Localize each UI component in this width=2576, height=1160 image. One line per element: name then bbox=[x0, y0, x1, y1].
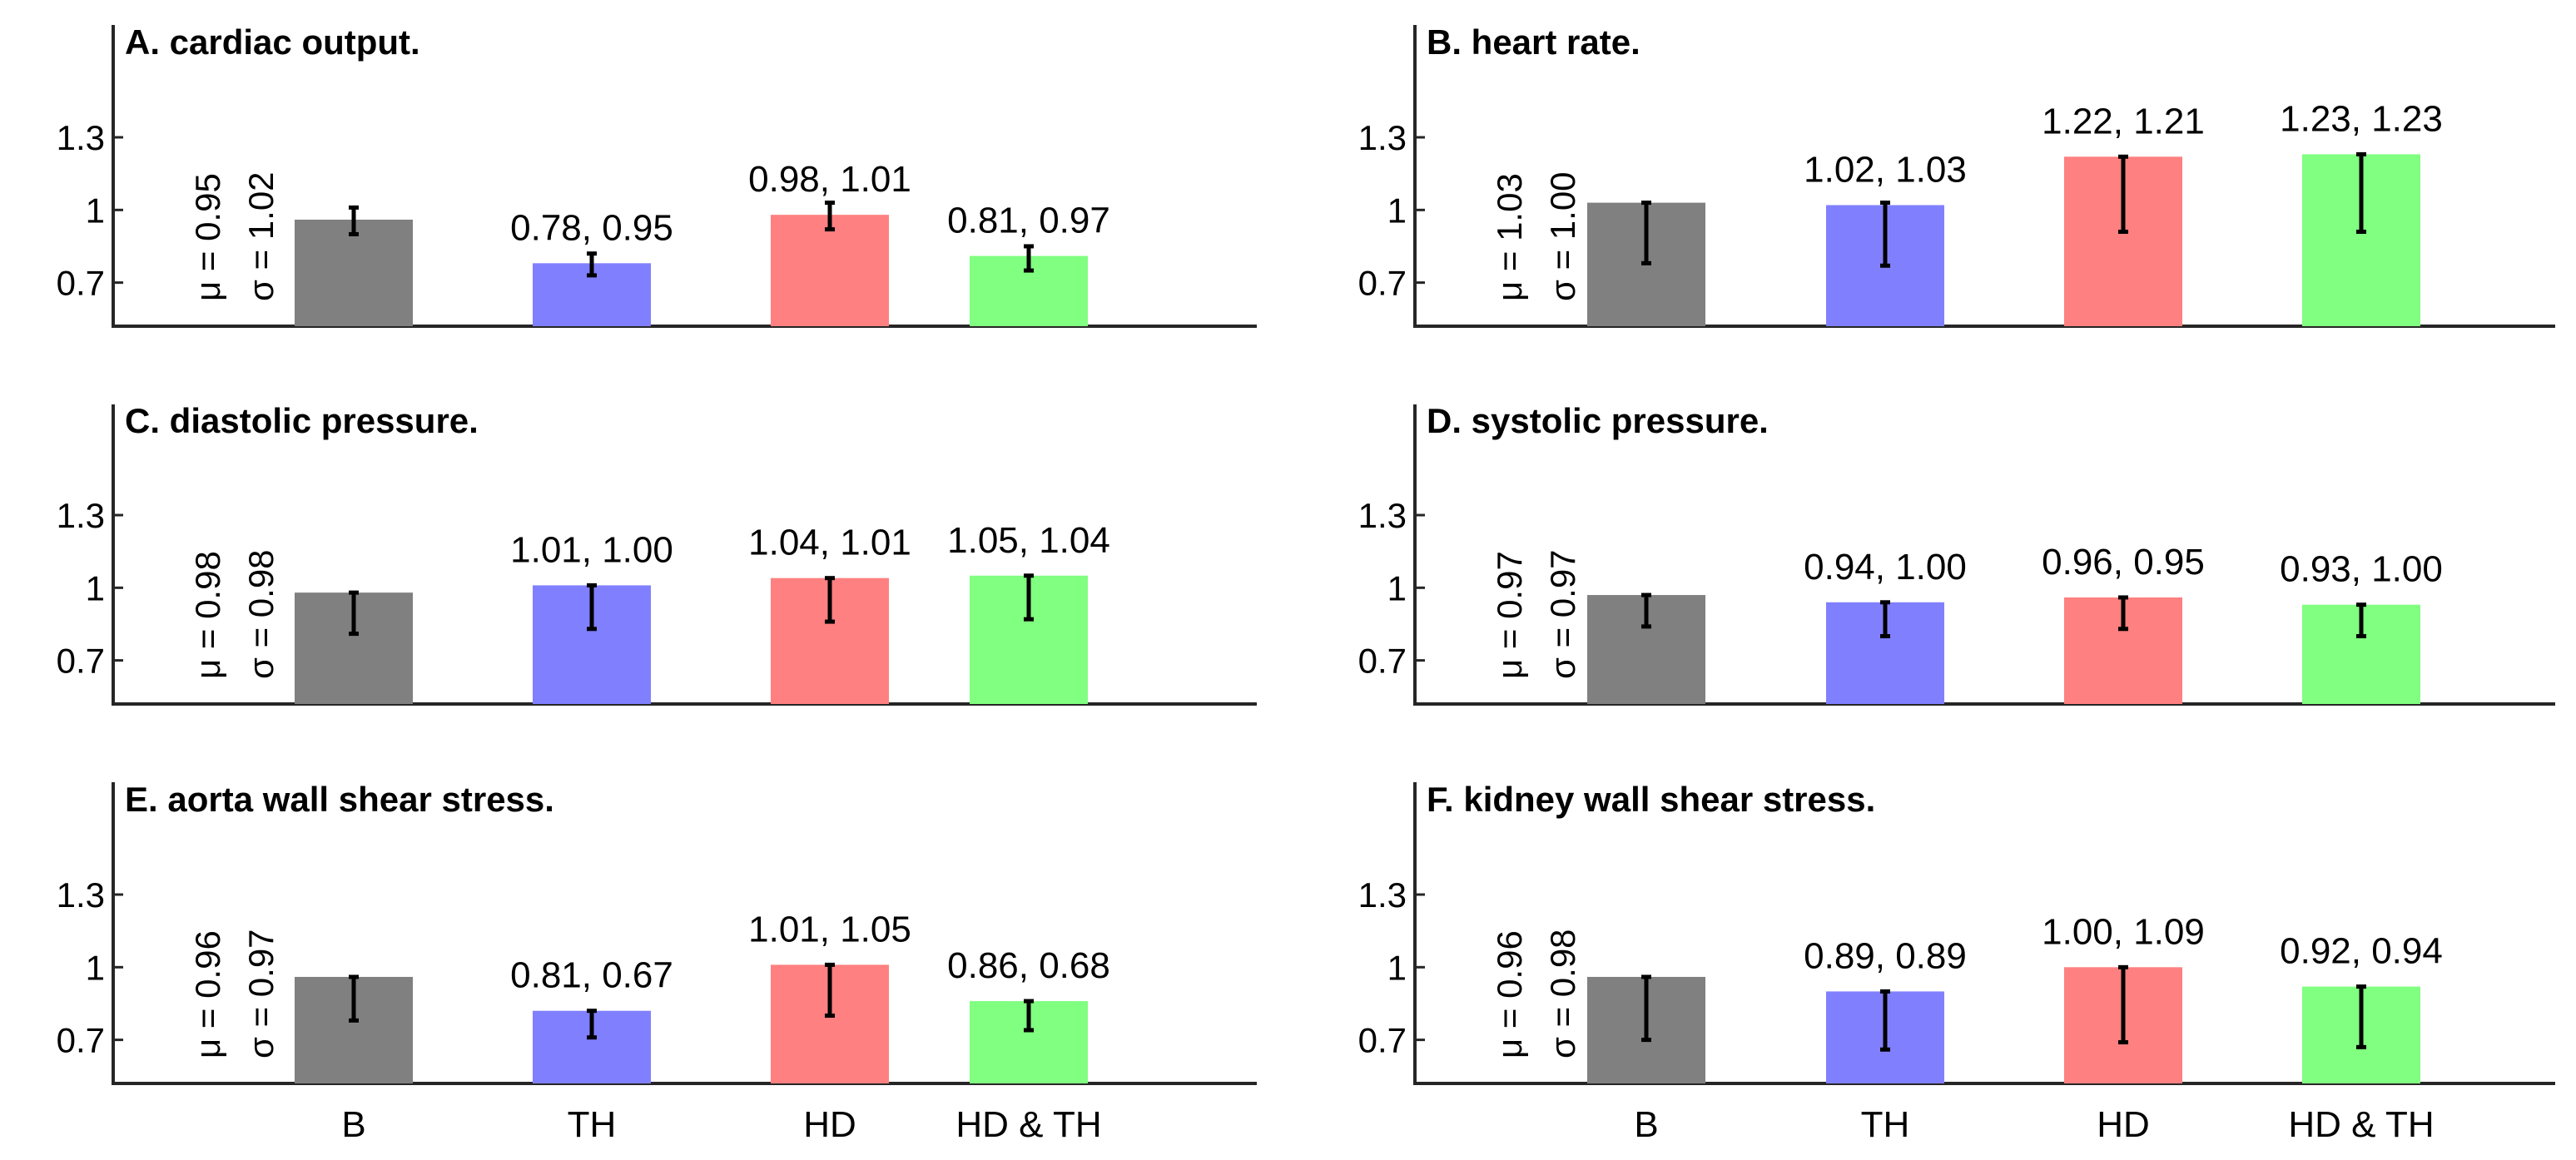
bar-value-label: 0.96, 0.95 bbox=[2042, 542, 2205, 582]
bar-value-label: 0.92, 0.94 bbox=[2280, 931, 2443, 972]
x-category-label: B bbox=[1634, 1104, 1658, 1145]
error-bar bbox=[2356, 602, 2366, 639]
y-tick-label: 0.7 bbox=[57, 264, 105, 303]
bar-value-label: 1.01, 1.05 bbox=[748, 909, 911, 949]
y-tick-label: 1 bbox=[1387, 568, 1407, 607]
baseline-sigma: σ = 0.98 bbox=[1543, 929, 1582, 1058]
panel-title: F. kidney wall shear stress. bbox=[1427, 780, 1875, 819]
bar-b bbox=[295, 219, 413, 326]
error-bar bbox=[587, 251, 597, 278]
baseline-mu: μ = 0.97 bbox=[1490, 551, 1529, 679]
y-tick-label: 1.3 bbox=[1358, 118, 1407, 157]
x-category-label: B bbox=[341, 1104, 365, 1145]
y-tick-label: 0.7 bbox=[1358, 1021, 1407, 1060]
panel-a: A. cardiac output. 0.7 1 1.3 0.78, 0.95 0.98,… bbox=[57, 22, 1257, 328]
bar-value-label: 1.04, 1.01 bbox=[748, 523, 911, 563]
bar-hd bbox=[771, 215, 889, 326]
error-bar bbox=[1880, 989, 1890, 1052]
error-bar bbox=[349, 205, 359, 236]
y-tick-label: 1.3 bbox=[57, 875, 105, 915]
bar-value-label: 0.93, 1.00 bbox=[2280, 549, 2443, 590]
bar-value-label: 0.94, 1.00 bbox=[1804, 547, 1967, 587]
error-bar bbox=[2356, 984, 2366, 1049]
panel-title: A. cardiac output. bbox=[125, 22, 420, 62]
bar-value-label: 0.78, 0.95 bbox=[510, 207, 673, 248]
baseline-mu: μ = 0.96 bbox=[188, 930, 227, 1058]
y-tick-label: 0.7 bbox=[1358, 642, 1407, 681]
panel-title: D. systolic pressure. bbox=[1427, 401, 1769, 440]
error-bar bbox=[349, 590, 359, 637]
error-bar bbox=[825, 576, 835, 624]
bar-value-label: 1.02, 1.03 bbox=[1804, 150, 1967, 191]
bar-value-label: 1.23, 1.23 bbox=[2280, 98, 2443, 139]
error-bar bbox=[825, 962, 835, 1019]
x-category-label: TH bbox=[1861, 1104, 1910, 1145]
y-tick-label: 1 bbox=[86, 948, 105, 987]
error-bar bbox=[2118, 964, 2128, 1045]
panel-b: B. heart rate. 0.7 1 1.3 1.02, 1.03 1.22, 1.2… bbox=[1358, 22, 2555, 328]
baseline-mu: μ = 1.03 bbox=[1490, 173, 1529, 301]
y-tick-label: 1.3 bbox=[1358, 875, 1407, 915]
y-tick-label: 1.3 bbox=[57, 496, 105, 535]
baseline-sigma: σ = 0.97 bbox=[1543, 549, 1582, 679]
x-category-label: TH bbox=[568, 1104, 617, 1145]
bar-value-label: 1.05, 1.04 bbox=[947, 520, 1110, 561]
baseline-sigma: σ = 0.98 bbox=[241, 549, 280, 679]
error-bar bbox=[349, 974, 359, 1023]
y-tick-label: 1 bbox=[86, 191, 105, 230]
y-tick-label: 1.3 bbox=[1358, 496, 1407, 535]
baseline-mu: μ = 0.95 bbox=[188, 173, 227, 301]
bar-value-label: 0.86, 0.68 bbox=[947, 945, 1110, 986]
error-bar bbox=[2118, 154, 2128, 235]
y-tick-label: 1 bbox=[1387, 948, 1407, 987]
panel-title: C. diastolic pressure. bbox=[125, 401, 479, 440]
x-category-label: HD & TH bbox=[955, 1104, 1101, 1145]
error-bar bbox=[1024, 999, 1034, 1033]
bar-value-label: 1.22, 1.21 bbox=[2042, 101, 2205, 141]
error-bar bbox=[1641, 974, 1651, 1043]
y-tick-label: 0.7 bbox=[1358, 264, 1407, 303]
error-bar bbox=[1024, 244, 1034, 273]
error-bar bbox=[1880, 201, 1890, 268]
error-bar bbox=[2356, 151, 2366, 235]
y-tick-label: 1 bbox=[1387, 191, 1407, 230]
error-bar bbox=[587, 1009, 597, 1040]
panel-c: C. diastolic pressure. 0.7 1 1.3 1.01, 1.00 1… bbox=[57, 401, 1257, 706]
panel-e: E. aorta wall shear stress. 0.7 1 1.3 0.81, … bbox=[57, 780, 1257, 1145]
bar-value-label: 1.01, 1.00 bbox=[510, 529, 673, 570]
baseline-mu: μ = 0.96 bbox=[1490, 930, 1529, 1058]
bar-value-label: 0.89, 0.89 bbox=[1804, 935, 1967, 976]
error-bar bbox=[1880, 600, 1890, 639]
x-category-label: HD bbox=[2097, 1104, 2150, 1145]
bar-value-label: 0.81, 0.67 bbox=[510, 955, 673, 996]
bar-value-label: 0.98, 1.01 bbox=[748, 159, 911, 200]
error-bar bbox=[825, 201, 835, 232]
baseline-sigma: σ = 1.02 bbox=[241, 171, 280, 301]
baseline-sigma: σ = 1.00 bbox=[1543, 171, 1582, 301]
panel-f: F. kidney wall shear stress. 0.7 1 1.3 0.89,… bbox=[1358, 780, 2555, 1145]
error-bar bbox=[1641, 201, 1651, 265]
panel-title: B. heart rate. bbox=[1427, 22, 1640, 62]
panel-d: D. systolic pressure. 0.7 1 1.3 0.94, 1.00 0.… bbox=[1358, 401, 2555, 706]
error-bar bbox=[1024, 573, 1034, 622]
bar-value-label: 0.81, 0.97 bbox=[947, 201, 1110, 241]
error-bar bbox=[1641, 592, 1651, 629]
y-tick-label: 1.3 bbox=[57, 118, 105, 157]
error-bar bbox=[587, 582, 597, 632]
baseline-sigma: σ = 0.97 bbox=[241, 929, 280, 1058]
bar-value-label: 1.00, 1.09 bbox=[2042, 911, 2205, 952]
error-bar bbox=[2118, 595, 2128, 632]
baseline-mu: μ = 0.98 bbox=[188, 551, 227, 679]
y-tick-label: 0.7 bbox=[57, 1021, 105, 1060]
y-tick-label: 1 bbox=[86, 568, 105, 607]
x-category-label: HD & TH bbox=[2288, 1104, 2434, 1145]
x-category-label: HD bbox=[803, 1104, 856, 1145]
y-tick-label: 0.7 bbox=[57, 642, 105, 681]
panel-title: E. aorta wall shear stress. bbox=[125, 780, 554, 819]
